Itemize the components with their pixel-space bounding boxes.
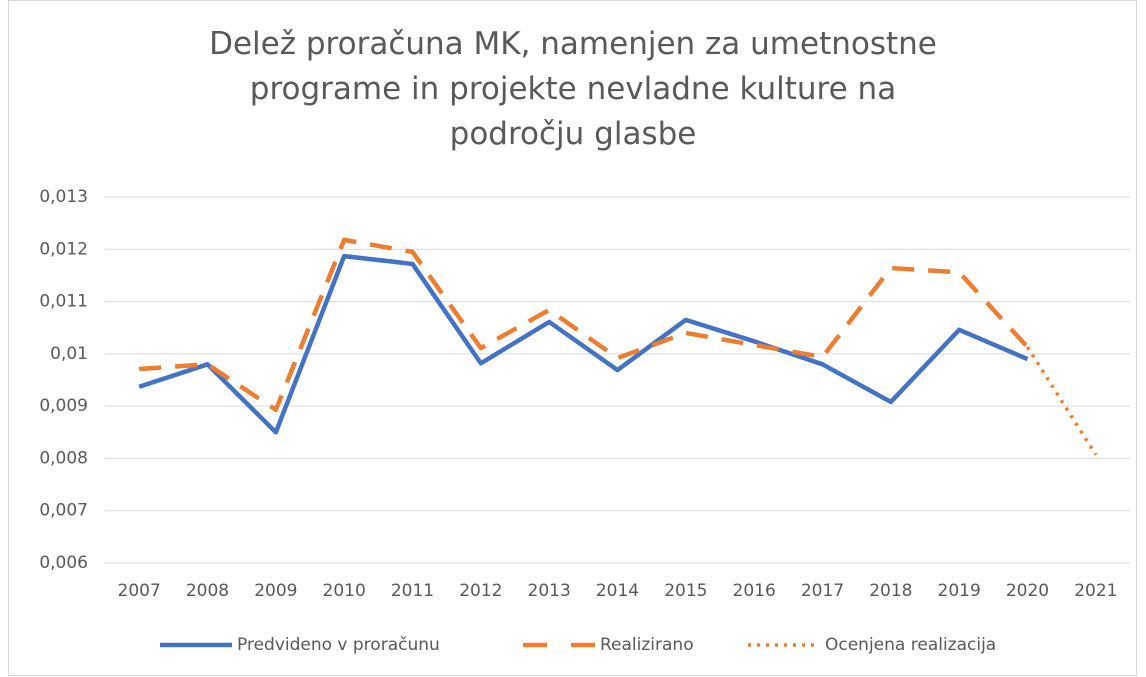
y-tick-label: 0,011 <box>39 292 88 312</box>
y-tick-label: 0,013 <box>39 187 88 207</box>
x-tick-label: 2009 <box>254 581 297 601</box>
legend-label: Realizirano <box>600 635 694 655</box>
legend-label: Predvideno v proračunu <box>237 635 440 655</box>
x-tick-label: 2007 <box>118 581 161 601</box>
y-tick-label: 0,006 <box>39 553 88 573</box>
series-line <box>1026 346 1098 456</box>
y-tick-label: 0,008 <box>39 448 88 468</box>
legend-label: Ocenjena realizacija <box>825 635 996 655</box>
y-tick-label: 0,01 <box>50 344 88 364</box>
y-tick-label: 0,009 <box>39 396 88 416</box>
x-tick-label: 2015 <box>664 581 707 601</box>
x-tick-label: 2008 <box>186 581 229 601</box>
x-tick-label: 2010 <box>323 581 366 601</box>
x-tick-label: 2020 <box>1006 581 1049 601</box>
y-tick-label: 0,007 <box>39 501 88 521</box>
x-tick-label: 2016 <box>733 581 776 601</box>
x-tick-label: 2018 <box>869 581 912 601</box>
x-tick-label: 2013 <box>528 581 571 601</box>
x-tick-label: 2014 <box>596 581 639 601</box>
series-line <box>139 237 1030 413</box>
x-tick-label: 2021 <box>1074 581 1117 601</box>
x-tick-label: 2012 <box>459 581 502 601</box>
x-tick-label: 2019 <box>938 581 981 601</box>
series-line <box>138 253 1029 435</box>
x-tick-label: 2017 <box>801 581 844 601</box>
chart-title: Delež proračuna MK, namenjen za umetnost… <box>209 26 937 152</box>
x-tick-label: 2011 <box>391 581 434 601</box>
y-tick-label: 0,012 <box>39 239 88 259</box>
